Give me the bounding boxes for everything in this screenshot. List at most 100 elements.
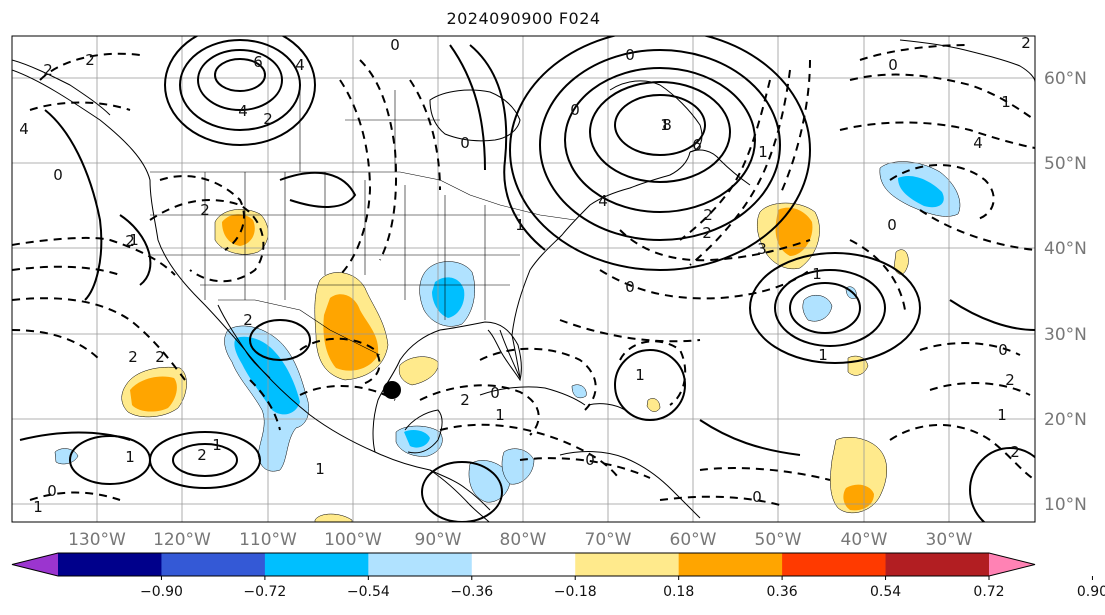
contour-high-pacific-3 — [197, 49, 283, 111]
anomaly-negative-mississippi-core — [432, 277, 465, 318]
lon-label-120: 120°W — [153, 530, 211, 550]
contour-mid-2 — [421, 461, 503, 522]
contour-value-label: 0 — [570, 101, 580, 119]
dashed-36 — [29, 491, 121, 501]
dashed-6 — [29, 101, 131, 111]
contour-value-label: 4 — [295, 56, 305, 74]
anomaly-positive-small-3 — [893, 249, 909, 275]
contour-value-label: 1 — [129, 231, 139, 249]
dashed-29 — [919, 342, 1021, 356]
contour-high-atlantic-1 — [749, 252, 921, 364]
contour-value-label: 3 — [757, 240, 767, 258]
contour-value-label: 0 — [490, 384, 500, 402]
lon-label-130: 130°W — [68, 530, 126, 550]
contour-high-east-2 — [539, 49, 781, 241]
anomaly-positive-pacific-core — [130, 376, 177, 412]
colorbar-outline — [11, 552, 1036, 577]
contour-value-label: 0 — [585, 451, 595, 469]
lon-label-90: 90°W — [415, 530, 462, 550]
contour-value-label: 4 — [19, 120, 29, 138]
lon-label-100: 100°W — [324, 530, 382, 550]
lon-label-70: 70°W — [585, 530, 632, 550]
contour-value-label: 1 — [997, 406, 1007, 424]
contour-east-band-2 — [449, 44, 486, 171]
coast-cuba — [479, 386, 586, 406]
contour-high-east-3 — [564, 67, 756, 213]
anomaly-negative-northatlantic-core — [898, 175, 944, 208]
contour-value-label: 1 — [818, 346, 828, 364]
lat-label-50: 50°N — [1044, 154, 1087, 174]
dashed-26 — [659, 495, 781, 506]
colorbar-tick-label: 0.54 — [870, 584, 901, 600]
lat-label-20: 20°N — [1044, 410, 1087, 430]
coast-yucatan — [404, 409, 443, 454]
contour-value-label: 1 — [515, 216, 525, 234]
colorbar-segment — [471, 553, 576, 576]
dashed-23 — [419, 384, 540, 436]
contour-south-2 — [699, 419, 801, 456]
lat-label-10: 10°N — [1044, 495, 1087, 515]
lon-label-50: 50°W — [755, 530, 802, 550]
contour-high-pacific-4 — [214, 58, 266, 92]
colorbar-tick-label: −0.36 — [450, 584, 493, 600]
contour-value-label: 2 — [702, 224, 712, 242]
contour-west-1 — [249, 319, 311, 361]
anomaly-positive-bottom — [314, 513, 353, 522]
coast-pacific-na — [12, 69, 490, 522]
dashed-2 — [12, 265, 121, 276]
contour-value-label: 2 — [85, 51, 95, 69]
dashed-11 — [409, 79, 441, 191]
lon-label-110: 110°W — [239, 530, 297, 550]
anomaly-positive-gulf — [398, 356, 439, 386]
lon-label-60: 60°W — [670, 530, 717, 550]
contour-high-east-4 — [589, 81, 731, 183]
contour-value-label: 2 — [155, 348, 165, 366]
contour-value-label: 2 — [243, 311, 253, 329]
contour-value-label: 2 — [125, 232, 135, 250]
lat-label-60: 60°N — [1044, 69, 1087, 89]
contour-high-pacific-2 — [179, 39, 301, 131]
anomaly-negative-small-4 — [571, 384, 587, 399]
contour-east-2 — [949, 299, 1035, 331]
contour-value-label: 2 — [128, 348, 138, 366]
contour-south-1 — [19, 431, 131, 441]
colorbar-segment — [678, 553, 783, 576]
political-boundaries — [150, 90, 576, 356]
coast-central-america — [429, 469, 491, 511]
contour-value-label: 8 — [662, 116, 672, 134]
contour-value-label: 0 — [625, 278, 635, 296]
plot-title: 2024090900 F024 — [446, 9, 601, 28]
colorbar-tick-label: 0.72 — [973, 584, 1004, 600]
contour-value-label: 0 — [998, 341, 1008, 359]
contour-value-label: 2 — [1005, 371, 1015, 389]
coast-greenland — [899, 39, 1035, 83]
contour-value-label: 6 — [253, 53, 263, 71]
dashed-18 — [619, 229, 811, 262]
anomaly-negative-atlantic-low — [802, 294, 833, 322]
contour-coast-2 — [119, 214, 152, 286]
contour-far-east — [969, 447, 1035, 522]
contour-value-label: 0 — [390, 36, 400, 54]
dashed-28 — [889, 424, 1035, 481]
dashed-7 — [159, 175, 245, 251]
colorbar-segment — [264, 553, 369, 576]
colorbar-tick-label: −0.72 — [243, 584, 286, 600]
dashed-1 — [12, 236, 176, 276]
dashed-13 — [689, 69, 791, 266]
colorbar-tick-label: 0.18 — [663, 584, 694, 600]
colorbar-extend-high — [989, 553, 1035, 576]
dashed-20 — [559, 319, 701, 343]
contour-value-label: 2 — [460, 391, 470, 409]
contour-coast-1 — [44, 109, 103, 301]
coast-baja — [217, 304, 271, 379]
contours-solid — [19, 36, 1035, 522]
dashed-22 — [479, 347, 597, 411]
anomaly-negative-caribbean-2 — [501, 448, 535, 485]
shaded-anomalies — [54, 161, 961, 522]
contour-value-label: 0 — [887, 216, 897, 234]
contour-value-label: 2 — [703, 206, 713, 224]
contour-value-label: 4 — [973, 134, 983, 152]
contour-value-label: 0 — [53, 166, 63, 184]
colorbar-segment — [782, 553, 887, 576]
